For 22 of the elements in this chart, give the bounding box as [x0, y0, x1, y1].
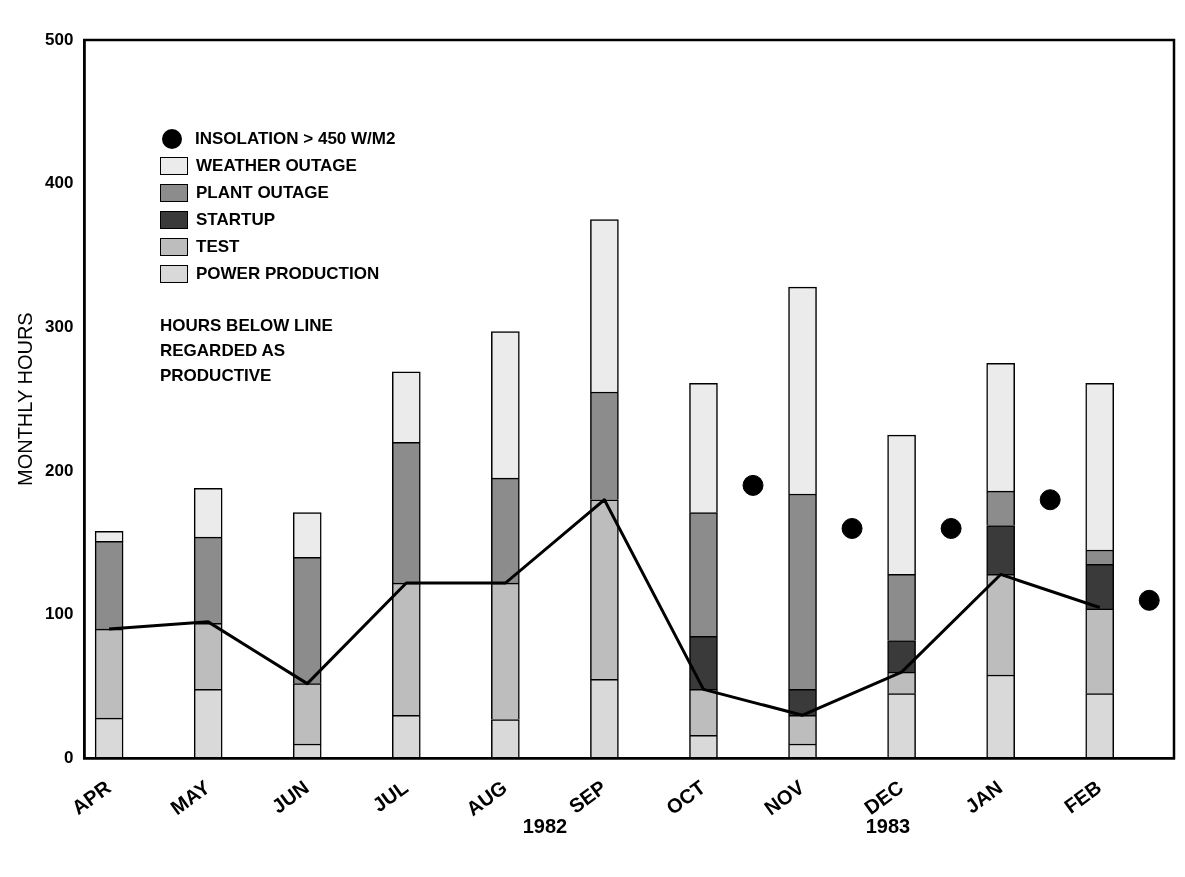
x-tick-label: JUL: [368, 775, 412, 817]
y-tick-label: 400: [44, 173, 74, 193]
y-tick-label: 100: [44, 604, 74, 624]
x-tick-label: FEB: [1060, 775, 1106, 818]
x-tick-label: OCT: [662, 775, 710, 819]
legend-label: STARTUP: [196, 209, 276, 230]
y-tick-label: 0: [63, 748, 74, 768]
y-tick-label: 500: [44, 29, 74, 49]
x-tick-label: JAN: [961, 775, 1007, 818]
x-tick-label: APR: [67, 775, 116, 819]
annotation: HOURS BELOW LINE REGARDED AS PRODUCTIVE: [160, 315, 334, 387]
x-tick-label: SEP: [564, 775, 611, 818]
legend-label: INSOLATION > 450 W/M2: [195, 128, 396, 149]
legend-label: WEATHER OUTAGE: [196, 155, 357, 176]
x-tick-label: JUN: [267, 775, 313, 818]
legend-label: POWER PRODUCTION: [196, 263, 380, 284]
legend-label: PLANT OUTAGE: [196, 182, 329, 203]
text: 1982: [522, 815, 568, 838]
y-axis-title: MONTHLY HOURS: [13, 312, 36, 487]
legend-label: TEST: [196, 236, 240, 257]
y-tick-label: 300: [44, 317, 74, 337]
y-tick-label: 200: [44, 460, 74, 480]
